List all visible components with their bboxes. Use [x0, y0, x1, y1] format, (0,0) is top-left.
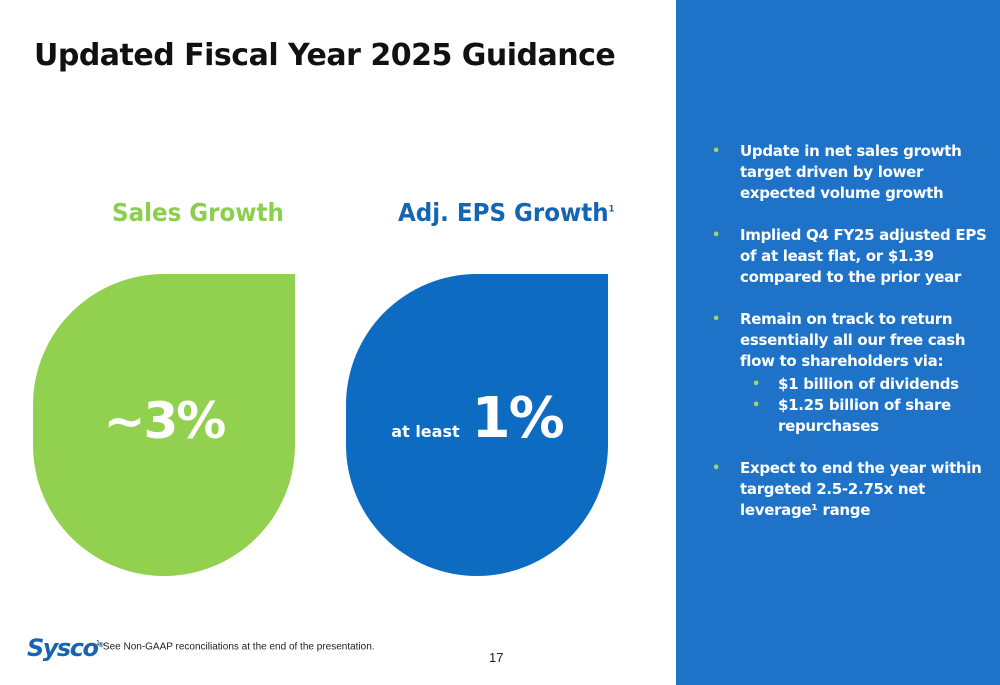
eps-growth-prefix: at least — [391, 422, 460, 441]
page-number: 17 — [489, 650, 504, 665]
eps-growth-label: Adj. EPS Growth1 — [398, 198, 614, 227]
eps-growth-value: 1% — [471, 386, 565, 451]
sysco-logo-text: Sysco — [27, 634, 99, 662]
bullet-text: Expect to end the year within targeted 2… — [740, 459, 982, 519]
registered-mark: ® — [97, 641, 104, 649]
sales-growth-drop: ~3% — [33, 274, 295, 576]
footnote-text: See Non-GAAP reconciliations at the end … — [102, 641, 375, 653]
sales-growth-label-text: Sales Growth — [112, 198, 284, 227]
eps-footnote-marker: 1 — [608, 204, 615, 215]
bullet-text: Remain on track to return essentially al… — [740, 310, 966, 370]
bullet-text: Update in net sales growth target driven… — [740, 142, 962, 202]
bullet-text: Implied Q4 FY25 adjusted EPS of at least… — [740, 226, 987, 286]
sysco-logo: Sysco® — [27, 634, 104, 662]
eps-growth-label-text: Adj. EPS Growth — [398, 198, 609, 227]
sub-bullet-list: $1 billion of dividends $1.25 billion of… — [740, 374, 997, 437]
sub-bullet-item: $1.25 billion of share repurchases — [740, 395, 997, 437]
sales-growth-label: Sales Growth — [112, 198, 284, 227]
footnote: 1 See Non-GAAP reconciliations at the end… — [96, 640, 375, 652]
bullet-item: Remain on track to return essentially al… — [712, 309, 997, 437]
bullet-item: Implied Q4 FY25 adjusted EPS of at least… — [712, 225, 997, 288]
guidance-panel: Update in net sales growth target driven… — [676, 0, 1000, 685]
sub-bullet-item: $1 billion of dividends — [740, 374, 997, 395]
bullet-item: Expect to end the year within targeted 2… — [712, 458, 997, 521]
slide-title: Updated Fiscal Year 2025 Guidance — [34, 38, 616, 73]
eps-growth-drop: at least 1% — [346, 274, 608, 576]
bullet-item: Update in net sales growth target driven… — [712, 141, 997, 204]
guidance-bullet-list: Update in net sales growth target driven… — [712, 141, 997, 542]
footnote-marker: 1 — [96, 640, 100, 647]
sales-growth-value: ~3% — [103, 392, 227, 450]
eps-growth-value-wrap: at least 1% — [346, 386, 608, 451]
